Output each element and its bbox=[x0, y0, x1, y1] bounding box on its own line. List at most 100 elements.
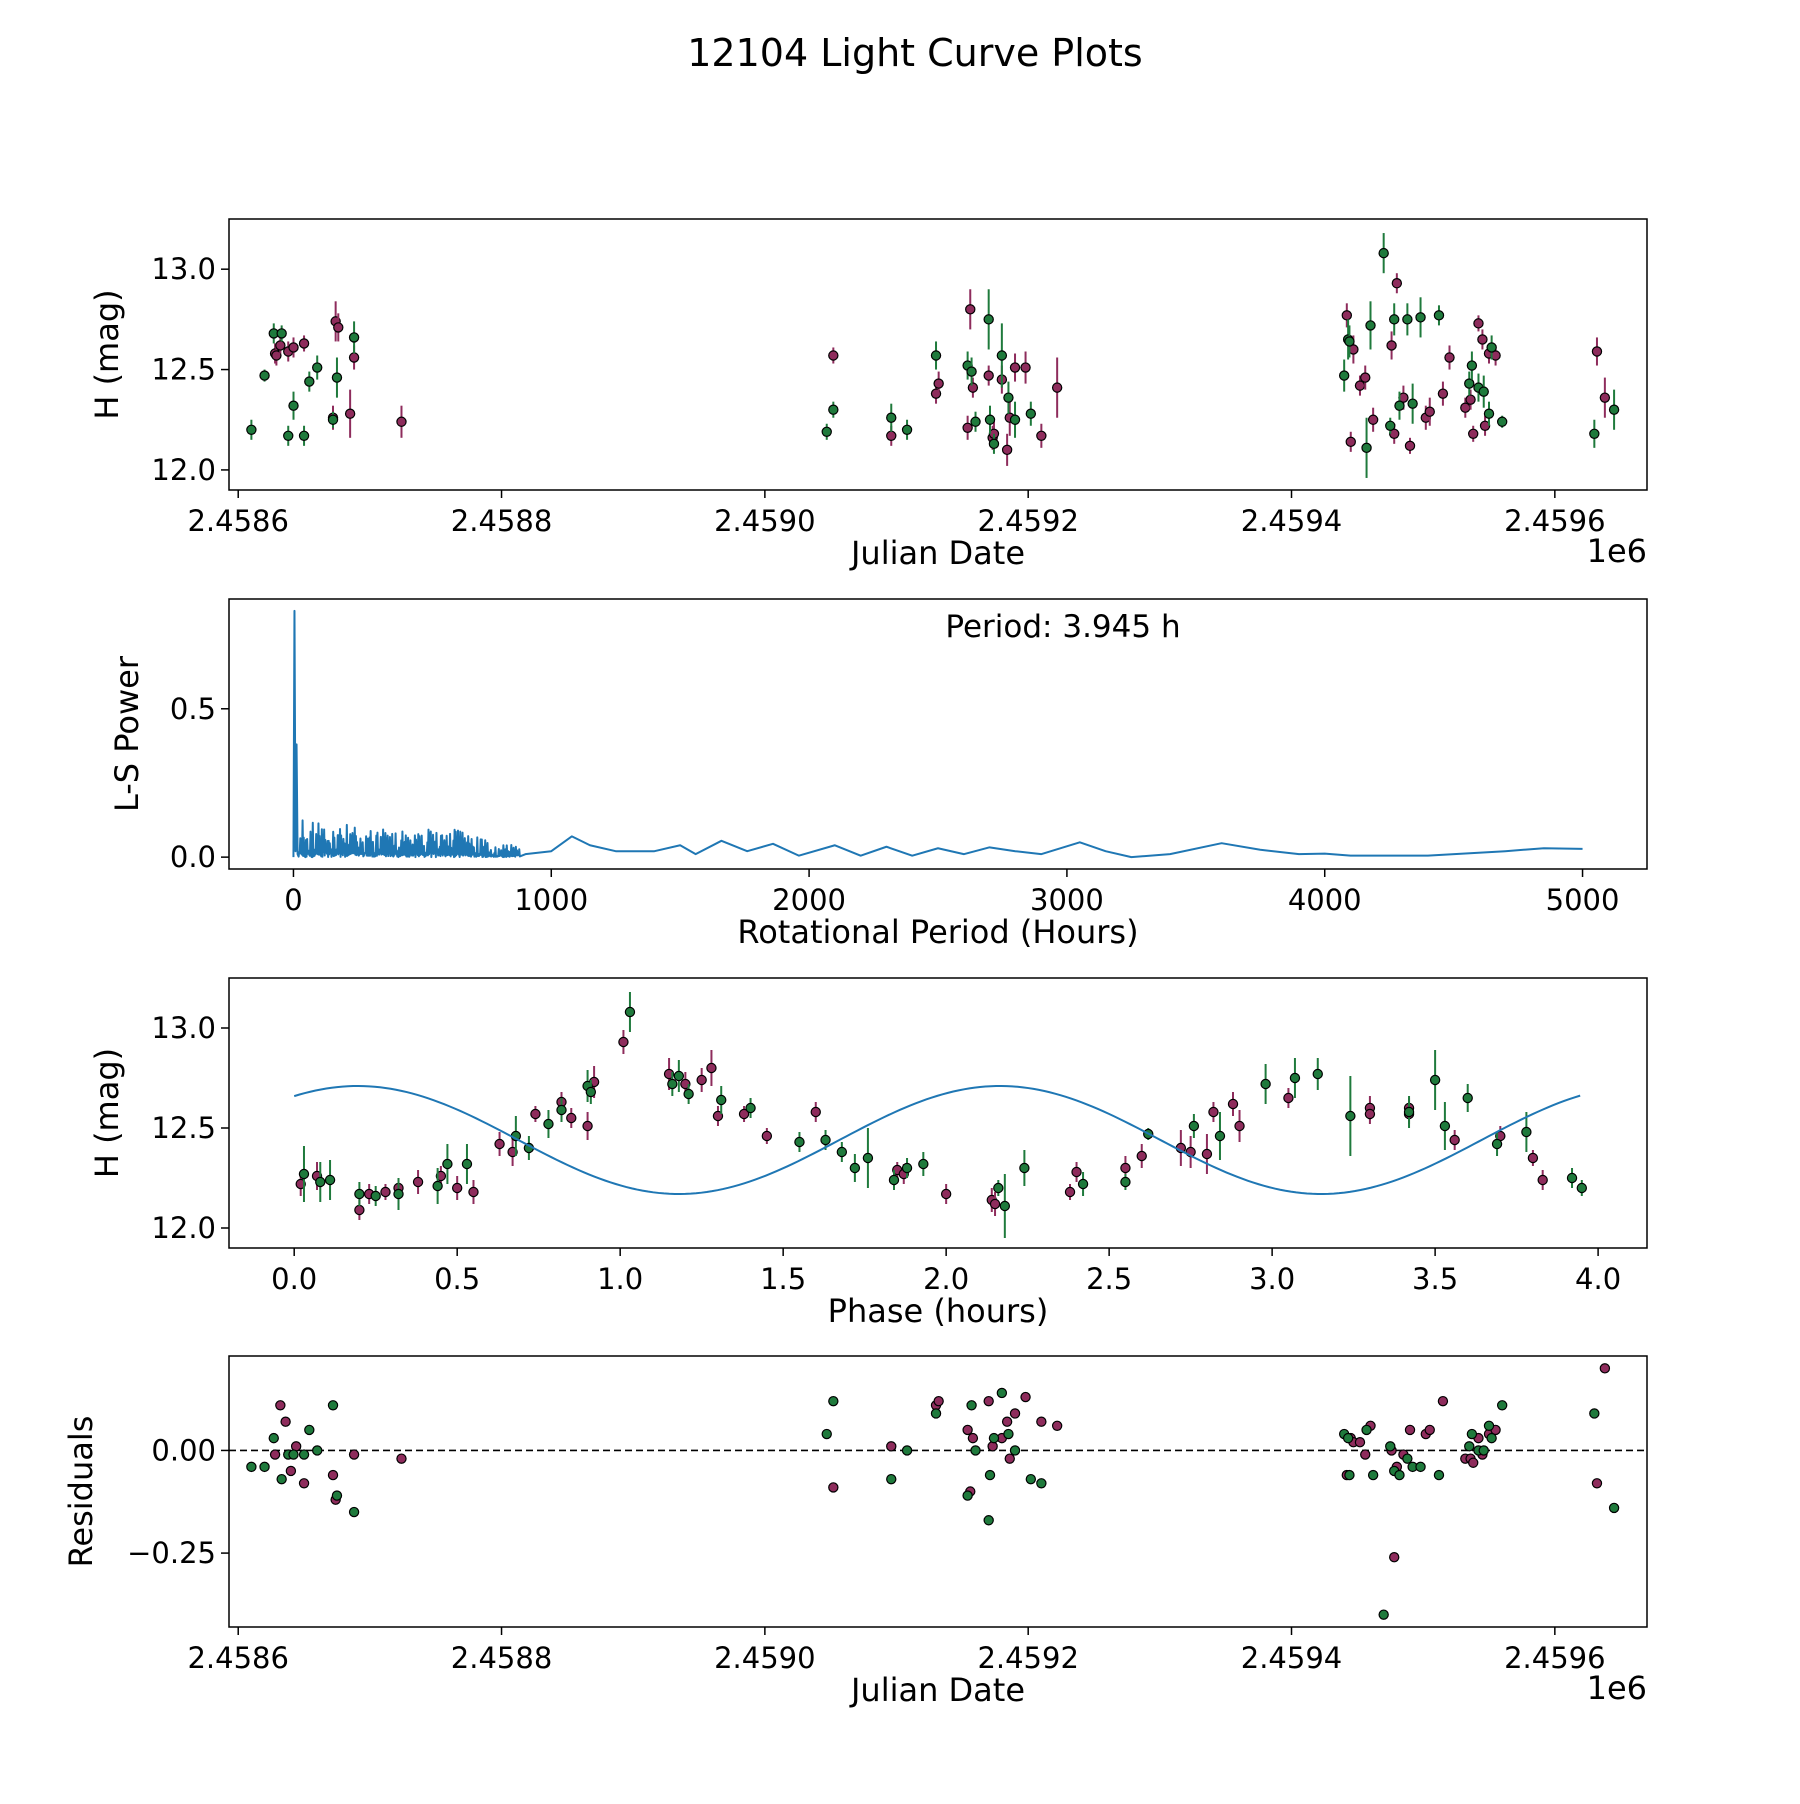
data-point bbox=[820, 1134, 831, 1146]
data-point bbox=[970, 416, 981, 427]
data-point bbox=[1491, 1138, 1503, 1150]
data-point bbox=[1437, 1395, 1449, 1407]
data-point bbox=[451, 1182, 463, 1194]
data-point bbox=[1439, 1120, 1451, 1132]
y-tick-label: 13.0 bbox=[151, 252, 216, 286]
data-point bbox=[984, 1469, 996, 1481]
series-band-2 bbox=[298, 992, 1588, 1238]
plot-area-phased bbox=[293, 992, 1588, 1238]
data-point bbox=[1036, 1416, 1047, 1427]
data-point bbox=[821, 1428, 832, 1440]
data-point bbox=[1496, 416, 1508, 427]
x-tick-label: 2.4590 bbox=[714, 504, 815, 538]
data-point bbox=[886, 1441, 897, 1452]
data-point bbox=[280, 1416, 291, 1427]
data-point bbox=[288, 400, 299, 411]
plot-area-residuals bbox=[229, 1363, 1647, 1620]
data-point bbox=[585, 1086, 597, 1098]
data-point bbox=[1527, 1152, 1539, 1164]
x-axis-label: Rotational Period (Hours) bbox=[737, 913, 1138, 951]
data-point bbox=[275, 1400, 286, 1411]
data-point bbox=[285, 1465, 297, 1477]
data-point bbox=[259, 370, 270, 381]
y-tick-label: 13.0 bbox=[151, 1011, 216, 1045]
data-point bbox=[348, 332, 360, 343]
data-point bbox=[1036, 1478, 1047, 1489]
data-point bbox=[1361, 1424, 1372, 1436]
data-point bbox=[1437, 388, 1449, 399]
data-point bbox=[288, 342, 299, 353]
subplot-phased: 0.0 0.5 1.0 1.5 2.0 2.5 3.0 3.5 4.0 12.0 12.5 13.0 P… bbox=[88, 977, 1648, 1330]
data-point bbox=[996, 1387, 1008, 1399]
data-point bbox=[1589, 1408, 1600, 1419]
data-point bbox=[1227, 1098, 1239, 1110]
data-point bbox=[983, 314, 994, 325]
data-point bbox=[298, 1168, 310, 1180]
data-point bbox=[1473, 318, 1484, 329]
data-point bbox=[1003, 392, 1014, 403]
data-point bbox=[298, 338, 310, 349]
x-tick-label: 2000 bbox=[772, 883, 846, 917]
data-point bbox=[1208, 1106, 1219, 1118]
data-point bbox=[1234, 1120, 1245, 1132]
data-point bbox=[288, 1449, 299, 1460]
data-point bbox=[983, 1515, 994, 1526]
data-point bbox=[1360, 372, 1371, 383]
data-point bbox=[1460, 402, 1471, 413]
y-tick-label: 12.5 bbox=[151, 1111, 216, 1145]
data-point bbox=[706, 1062, 717, 1074]
data-point bbox=[886, 1473, 897, 1485]
data-point bbox=[966, 366, 977, 377]
data-point bbox=[966, 1400, 977, 1411]
series-band-1 bbox=[269, 1363, 1611, 1563]
data-point bbox=[1429, 1074, 1441, 1086]
data-point bbox=[1385, 420, 1396, 431]
data-point bbox=[1466, 360, 1478, 371]
data-point bbox=[667, 1078, 678, 1090]
plot-frame bbox=[228, 218, 1648, 491]
data-point bbox=[1188, 1120, 1200, 1132]
data-point bbox=[1009, 1445, 1021, 1456]
data-point bbox=[983, 1395, 994, 1407]
data-point bbox=[1354, 380, 1366, 391]
data-point bbox=[1449, 1134, 1460, 1146]
data-point bbox=[1051, 1420, 1063, 1432]
data-point bbox=[304, 376, 315, 387]
x-offset-label: 1e6 bbox=[1587, 532, 1647, 570]
data-point bbox=[1004, 1453, 1015, 1464]
data-point bbox=[543, 1118, 554, 1130]
data-point bbox=[324, 1174, 336, 1186]
data-point bbox=[1001, 1416, 1013, 1427]
data-point bbox=[268, 1432, 279, 1444]
x-axis-label: Julian Date bbox=[849, 534, 1025, 572]
data-point bbox=[1468, 428, 1479, 439]
data-point bbox=[298, 430, 310, 441]
series-band-1 bbox=[269, 273, 1611, 466]
x-tick-label: 2.4588 bbox=[451, 504, 552, 538]
data-point bbox=[1386, 340, 1397, 351]
data-point bbox=[1591, 1478, 1603, 1489]
data-point bbox=[327, 414, 339, 425]
data-point bbox=[886, 430, 897, 441]
data-point bbox=[283, 430, 294, 441]
y-axis-label: Residuals bbox=[62, 1416, 100, 1568]
data-point bbox=[1338, 370, 1350, 381]
data-point bbox=[348, 1449, 360, 1460]
data-point bbox=[1289, 1072, 1301, 1084]
data-point bbox=[298, 1449, 310, 1460]
x-tick-label: 5000 bbox=[1546, 883, 1620, 917]
data-point bbox=[849, 1162, 861, 1174]
periodogram-line bbox=[292, 609, 1583, 859]
data-point bbox=[984, 414, 996, 425]
data-point bbox=[962, 1490, 973, 1501]
data-point bbox=[1025, 1473, 1037, 1485]
x-offset-label: 1e6 bbox=[1587, 1669, 1647, 1707]
data-point bbox=[1051, 382, 1063, 393]
data-point bbox=[794, 1136, 805, 1148]
data-point bbox=[1312, 1068, 1323, 1080]
data-point bbox=[1478, 386, 1489, 397]
data-point bbox=[1367, 414, 1379, 425]
data-point bbox=[1009, 1408, 1021, 1419]
